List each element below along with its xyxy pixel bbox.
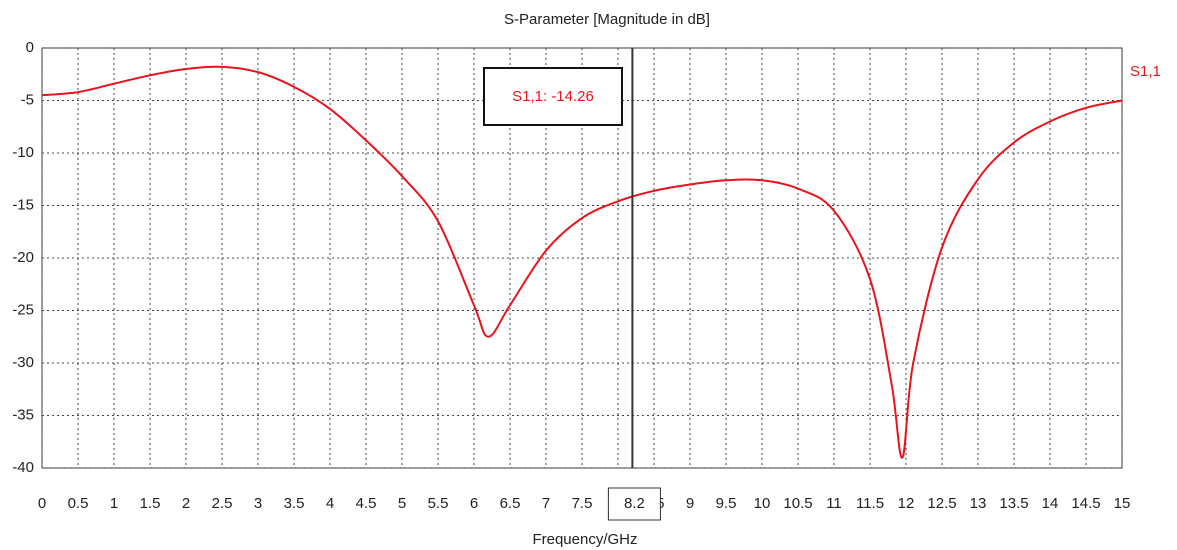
x-tick-label: 9.5 — [716, 495, 737, 512]
x-tick-label: 9 — [686, 495, 694, 512]
series-line — [41, 65, 1123, 459]
x-tick-label: 1 — [110, 495, 118, 512]
y-tick-label: -15 — [12, 196, 34, 213]
x-tick-label: 2.5 — [212, 495, 233, 512]
y-tick-label: -5 — [21, 91, 34, 108]
chart-title: S-Parameter [Magnitude in dB] — [504, 11, 710, 28]
x-axis-label: Frequency/GHz — [532, 531, 637, 548]
x-tick-label: 4.5 — [356, 495, 377, 512]
x-tick-label: 15 — [1114, 495, 1131, 512]
x-tick-label: 13 — [970, 495, 987, 512]
x-tick-label: 11.5 — [856, 495, 884, 512]
marker-x-label: 8.2 — [624, 495, 645, 512]
y-tick-label: -20 — [12, 249, 34, 266]
x-tick-label: 5 — [398, 495, 406, 512]
marker-annotation: S1,1: -14.26 — [512, 88, 594, 105]
x-tick-label: 7.5 — [572, 495, 593, 512]
y-tick-label: -35 — [12, 406, 34, 423]
x-tick-label: 6 — [470, 495, 478, 512]
marker-x-box — [607, 487, 661, 521]
x-tick-label: 10.5 — [783, 495, 812, 512]
y-tick-label: -25 — [12, 301, 34, 318]
x-tick-label: 3 — [254, 495, 262, 512]
y-tick-label: -40 — [12, 459, 34, 476]
x-tick-label: 10 — [754, 495, 771, 512]
x-tick-label: 6.5 — [500, 495, 521, 512]
x-tick-label: 12.5 — [927, 495, 956, 512]
x-tick-label: 2 — [182, 495, 190, 512]
x-tick-label: 3.5 — [284, 495, 305, 512]
y-tick-label: -30 — [12, 354, 34, 371]
x-tick-label: 0 — [38, 495, 46, 512]
x-tick-label: 11 — [826, 495, 842, 512]
x-tick-label: 1.5 — [140, 495, 161, 512]
x-tick-label: 14.5 — [1071, 495, 1100, 512]
legend-entry: S1,1 — [1130, 63, 1161, 80]
x-tick-label: 4 — [326, 495, 334, 512]
marker-label-box — [483, 67, 623, 126]
x-tick-label: 12 — [898, 495, 915, 512]
x-tick-label: 7 — [542, 495, 550, 512]
x-tick-label: 13.5 — [999, 495, 1028, 512]
x-tick-label: 5.5 — [428, 495, 449, 512]
y-tick-label: 0 — [26, 39, 34, 56]
x-tick-label: 14 — [1042, 495, 1059, 512]
y-tick-label: -10 — [12, 144, 34, 161]
x-tick-label: 0.5 — [68, 495, 89, 512]
